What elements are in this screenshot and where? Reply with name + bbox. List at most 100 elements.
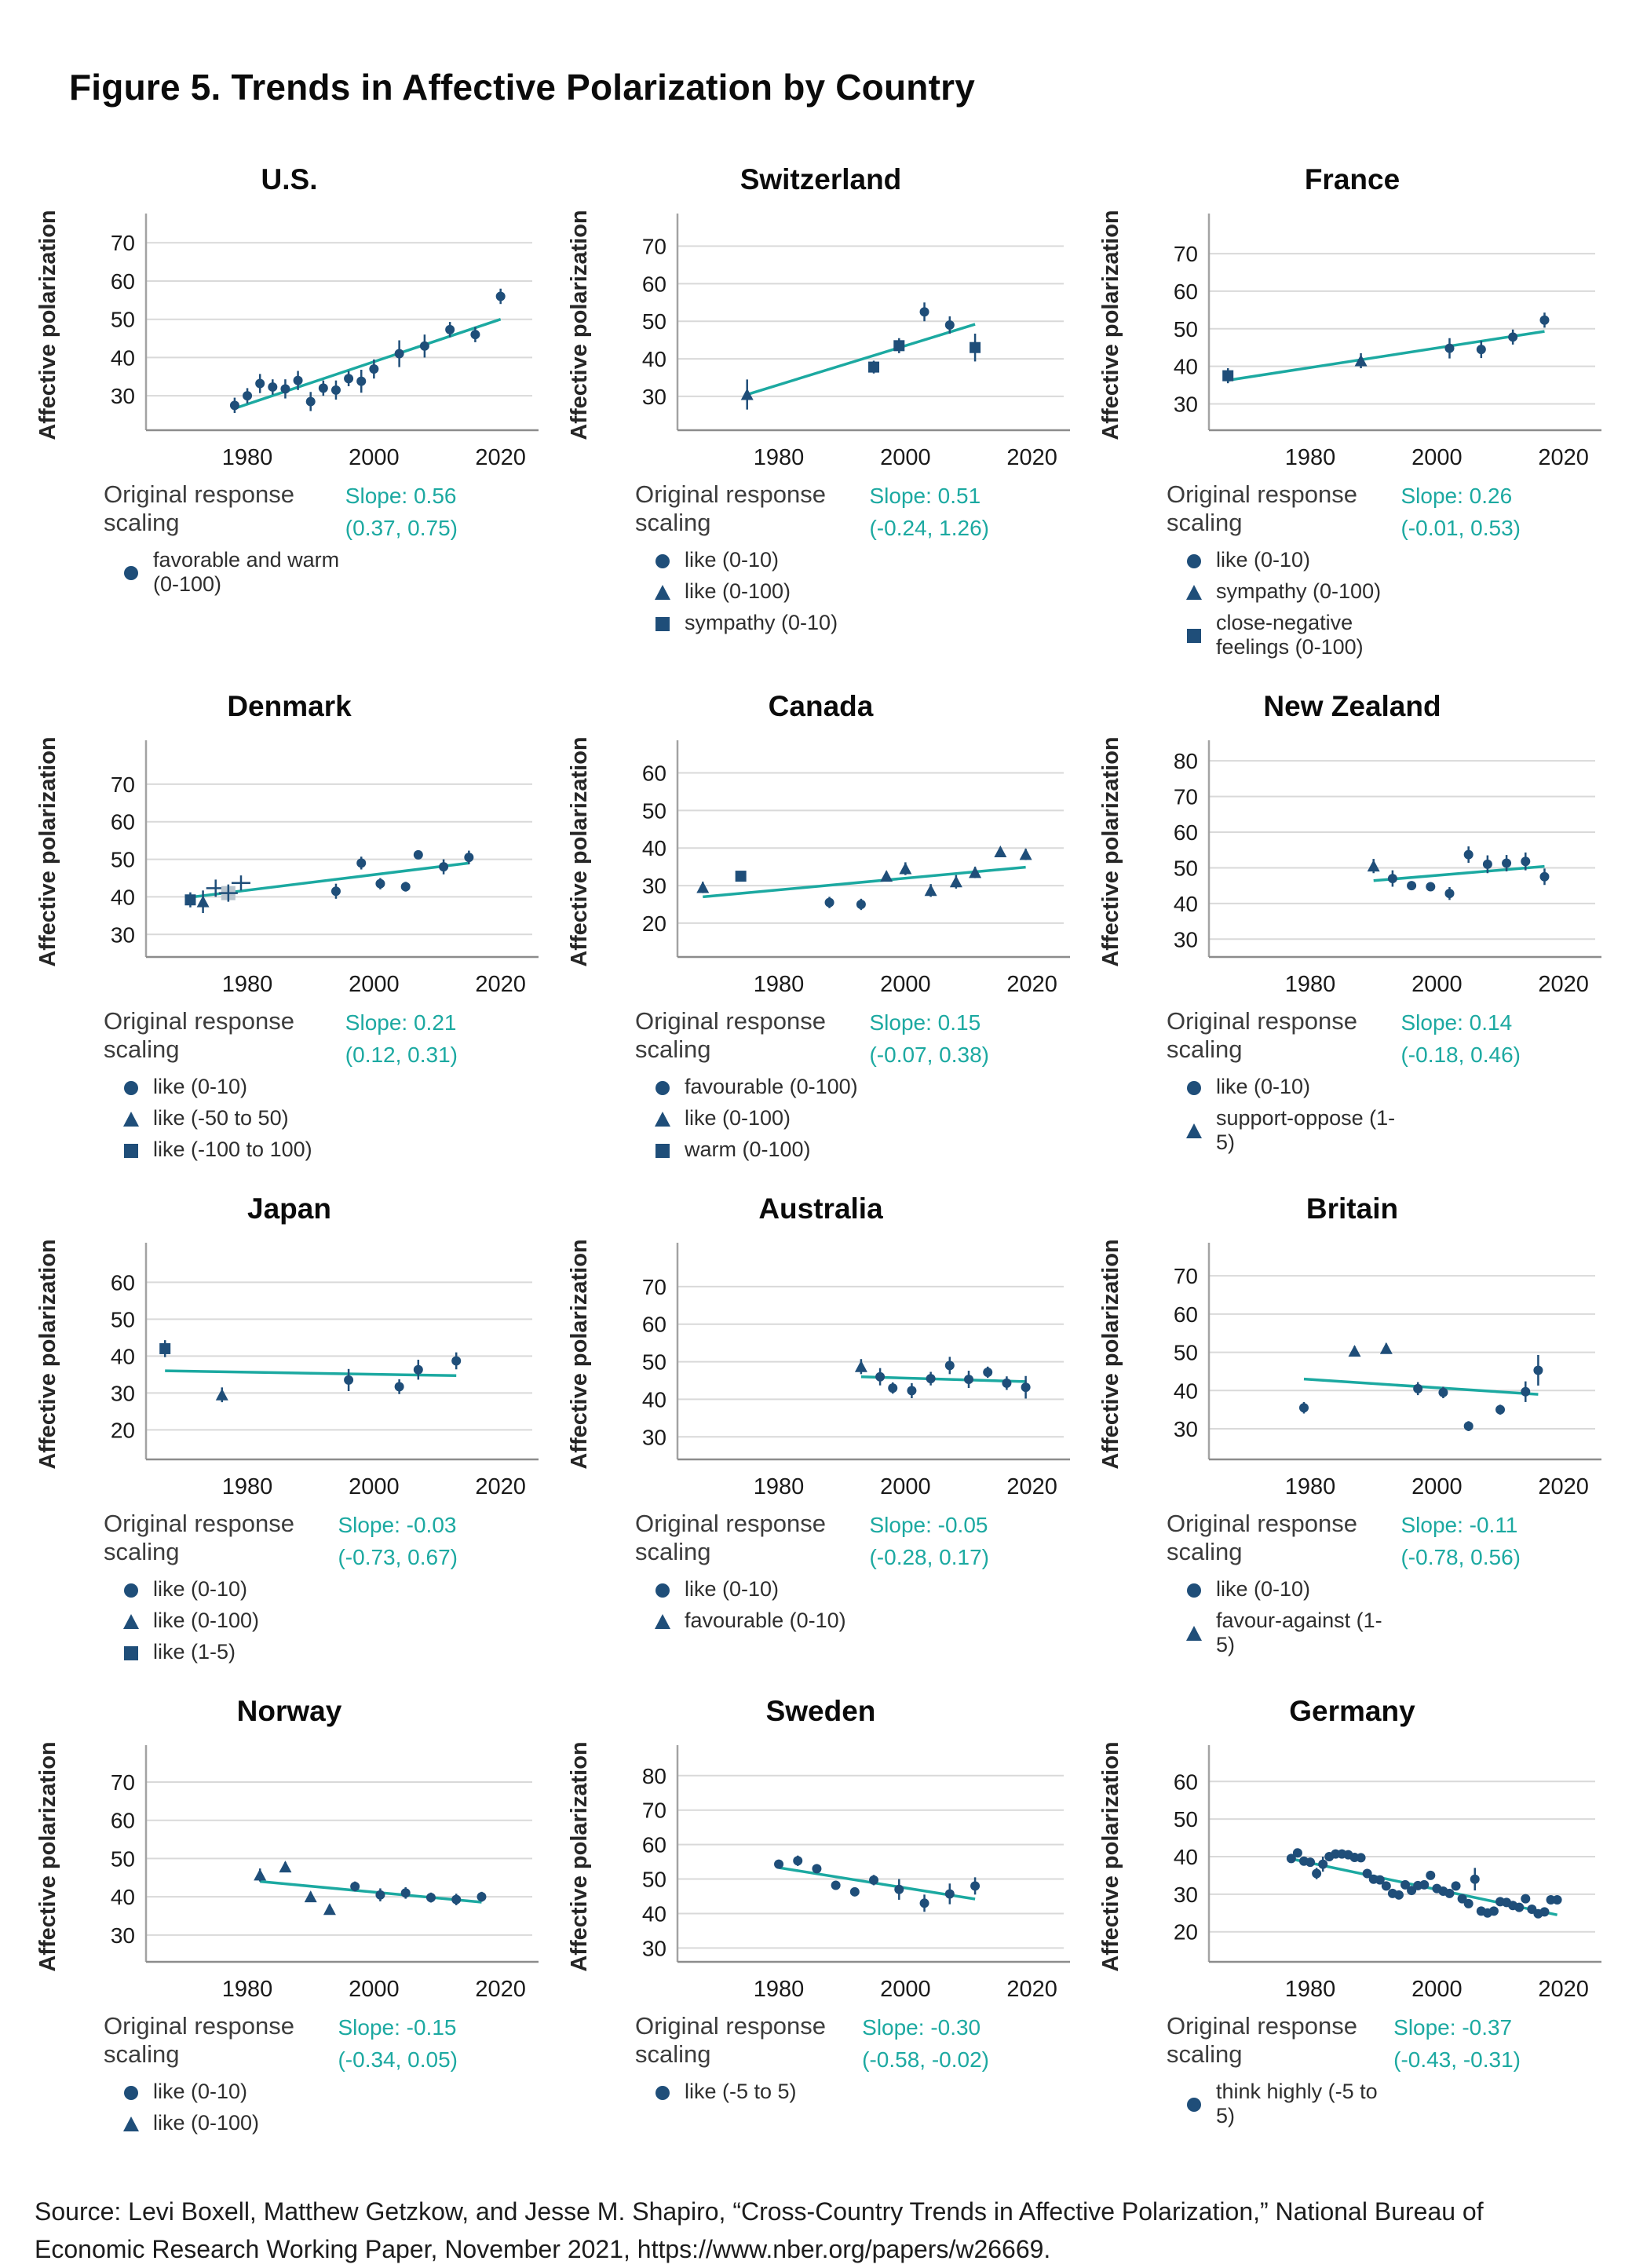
x-tick-labels: 1980 2000 2020 <box>1285 972 1589 997</box>
data-points <box>1367 846 1550 900</box>
legend-item-label: close-negative feelings (0-100) <box>1216 611 1364 659</box>
legend-title: Original response scaling <box>1167 2012 1357 2068</box>
panel-title-japan: Japan <box>247 1192 331 1225</box>
slope-confidence-interval: (-0.01, 0.53) <box>1400 515 1521 540</box>
legend-items: like (0-10) favourable (0-10) <box>635 1577 869 1633</box>
y-axis-label: Affective polarization <box>1098 736 1123 966</box>
square-marker-icon <box>1187 629 1201 643</box>
svg-text:40: 40 <box>1174 355 1198 379</box>
legend-item-label: like (0-100) <box>685 579 791 603</box>
svg-text:30: 30 <box>642 385 666 409</box>
legend-item-label: like (0-100) <box>153 2111 260 2135</box>
circle-marker-icon <box>655 553 670 568</box>
legend-item: like (0-10) <box>1185 548 1400 572</box>
circle-marker-icon <box>655 1080 670 1095</box>
circle-marker-icon <box>1187 1583 1201 1598</box>
svg-text:30: 30 <box>111 1923 135 1948</box>
legend-australia: Original response scaling like (0-10) favo… <box>635 1510 869 1640</box>
svg-text:60: 60 <box>1174 1769 1198 1794</box>
slope-confidence-interval: (-0.18, 0.46) <box>1400 1042 1521 1067</box>
svg-text:60: 60 <box>642 1313 666 1337</box>
svg-text:50: 50 <box>642 798 666 823</box>
legend-item-label: like (0-10) <box>685 548 780 572</box>
slope-confidence-interval: (-0.07, 0.38) <box>869 1042 989 1067</box>
slope-value: Slope: 0.15 <box>869 1010 981 1035</box>
legend-item: warm (0-100) <box>654 1138 869 1162</box>
svg-text:1980: 1980 <box>1285 972 1336 997</box>
legend-title: Original response scaling <box>635 480 826 536</box>
panel-title-australia: Australia <box>758 1192 883 1225</box>
y-axis-label: Affective polarization <box>35 736 60 966</box>
legend-item: like (0-100) <box>654 579 869 604</box>
circle-marker-icon <box>1187 2098 1201 2112</box>
square-marker-icon <box>124 1143 138 1158</box>
y-tick-labels: 20 30 40 50 60 <box>642 761 666 936</box>
triangle-marker-icon <box>123 1111 139 1127</box>
slope-value: Slope: 0.26 <box>1400 484 1513 508</box>
legend-item-label: like (-50 to 50) <box>153 1106 289 1130</box>
gridlines <box>677 772 1064 924</box>
data-points <box>229 288 506 414</box>
slope-value: Slope: 0.14 <box>1400 1010 1513 1035</box>
slope-value: Slope: 0.21 <box>345 1010 457 1035</box>
slope-value: Slope: -0.05 <box>869 1513 988 1537</box>
legend-item: favour-against (1-5) <box>1185 1609 1400 1657</box>
legend-items: like (-5 to 5) <box>635 2080 862 2104</box>
svg-text:60: 60 <box>642 1833 666 1857</box>
legend-item-label: like (0-100) <box>153 1609 260 1632</box>
svg-text:2020: 2020 <box>1006 972 1057 997</box>
slope-value: Slope: 0.51 <box>869 484 981 508</box>
svg-text:60: 60 <box>111 810 135 835</box>
square-marker-icon <box>655 1143 670 1158</box>
legend-row: Original response scaling like (0-10) like… <box>28 2012 550 2142</box>
slope-annotation: Slope: -0.37 (-0.43, -0.31) <box>1393 2012 1521 2076</box>
y-axis-label: Affective polarization <box>567 1239 592 1469</box>
slope-annotation: Slope: 0.15 (-0.07, 0.38) <box>869 1007 989 1071</box>
svg-text:40: 40 <box>642 1901 666 1926</box>
slope-annotation: Slope: -0.30 (-0.58, -0.02) <box>862 2012 989 2076</box>
y-tick-labels: 30 40 50 60 70 80 <box>642 1764 666 1961</box>
legend-row: Original response scaling like (0-10) like… <box>28 1007 550 1169</box>
trend-line <box>1227 330 1545 382</box>
svg-text:40: 40 <box>642 1387 666 1412</box>
panel-us: U.S. 30 40 50 60 70 1980 2000 2020 Affective pola… <box>28 163 550 667</box>
legend-item: think highly (-5 to 5) <box>1185 2080 1393 2128</box>
svg-text:50: 50 <box>1174 317 1198 341</box>
slope-confidence-interval: (-0.34, 0.05) <box>338 2047 458 2072</box>
legend-row: Original response scaling favourable (0-1… <box>560 1007 1082 1169</box>
circle-marker-icon <box>655 2085 670 2100</box>
slope-value: Slope: -0.03 <box>338 1513 457 1537</box>
svg-text:30: 30 <box>111 1381 135 1405</box>
legend-item-label: favourable (0-10) <box>685 1609 846 1632</box>
svg-text:40: 40 <box>1174 1845 1198 1869</box>
svg-text:60: 60 <box>1174 279 1198 304</box>
y-axis-label: Affective polarization <box>35 1239 60 1469</box>
plot-norway: 30 40 50 60 70 1980 2000 2020 Affective polariza… <box>35 1741 539 2002</box>
svg-text:70: 70 <box>642 235 666 259</box>
svg-text:2020: 2020 <box>1006 445 1057 470</box>
x-tick-labels: 1980 2000 2020 <box>222 1977 526 2002</box>
circle-marker-icon <box>124 1080 138 1095</box>
panel-title-new-zealand: New Zealand <box>1263 690 1441 722</box>
svg-text:80: 80 <box>1174 749 1198 773</box>
svg-text:60: 60 <box>642 761 666 786</box>
legend-item: like (0-10) <box>122 1075 345 1099</box>
gridlines <box>677 245 1064 397</box>
panel-title-denmark: Denmark <box>227 690 352 722</box>
svg-text:2000: 2000 <box>349 972 400 997</box>
svg-text:2020: 2020 <box>1006 1977 1057 2002</box>
panel-title-britain: Britain <box>1306 1192 1399 1225</box>
gridlines <box>677 1285 1064 1438</box>
figure-title: Figure 5. Trends in Affective Polarizati… <box>69 67 975 108</box>
legend-item-label: like (1-5) <box>153 1640 236 1664</box>
y-axis-label: Affective polarization <box>1098 1239 1123 1469</box>
legend-item-label: like (0-10) <box>153 1075 248 1098</box>
data-points <box>254 1861 487 1916</box>
y-tick-labels: 30 40 50 60 70 <box>642 235 666 409</box>
svg-text:70: 70 <box>1174 242 1198 266</box>
svg-text:40: 40 <box>1174 1379 1198 1403</box>
gridlines <box>1209 1275 1595 1430</box>
data-points <box>1298 1342 1543 1431</box>
gridlines <box>146 242 532 397</box>
legend-item: close-negative feelings (0-100) <box>1185 611 1400 659</box>
